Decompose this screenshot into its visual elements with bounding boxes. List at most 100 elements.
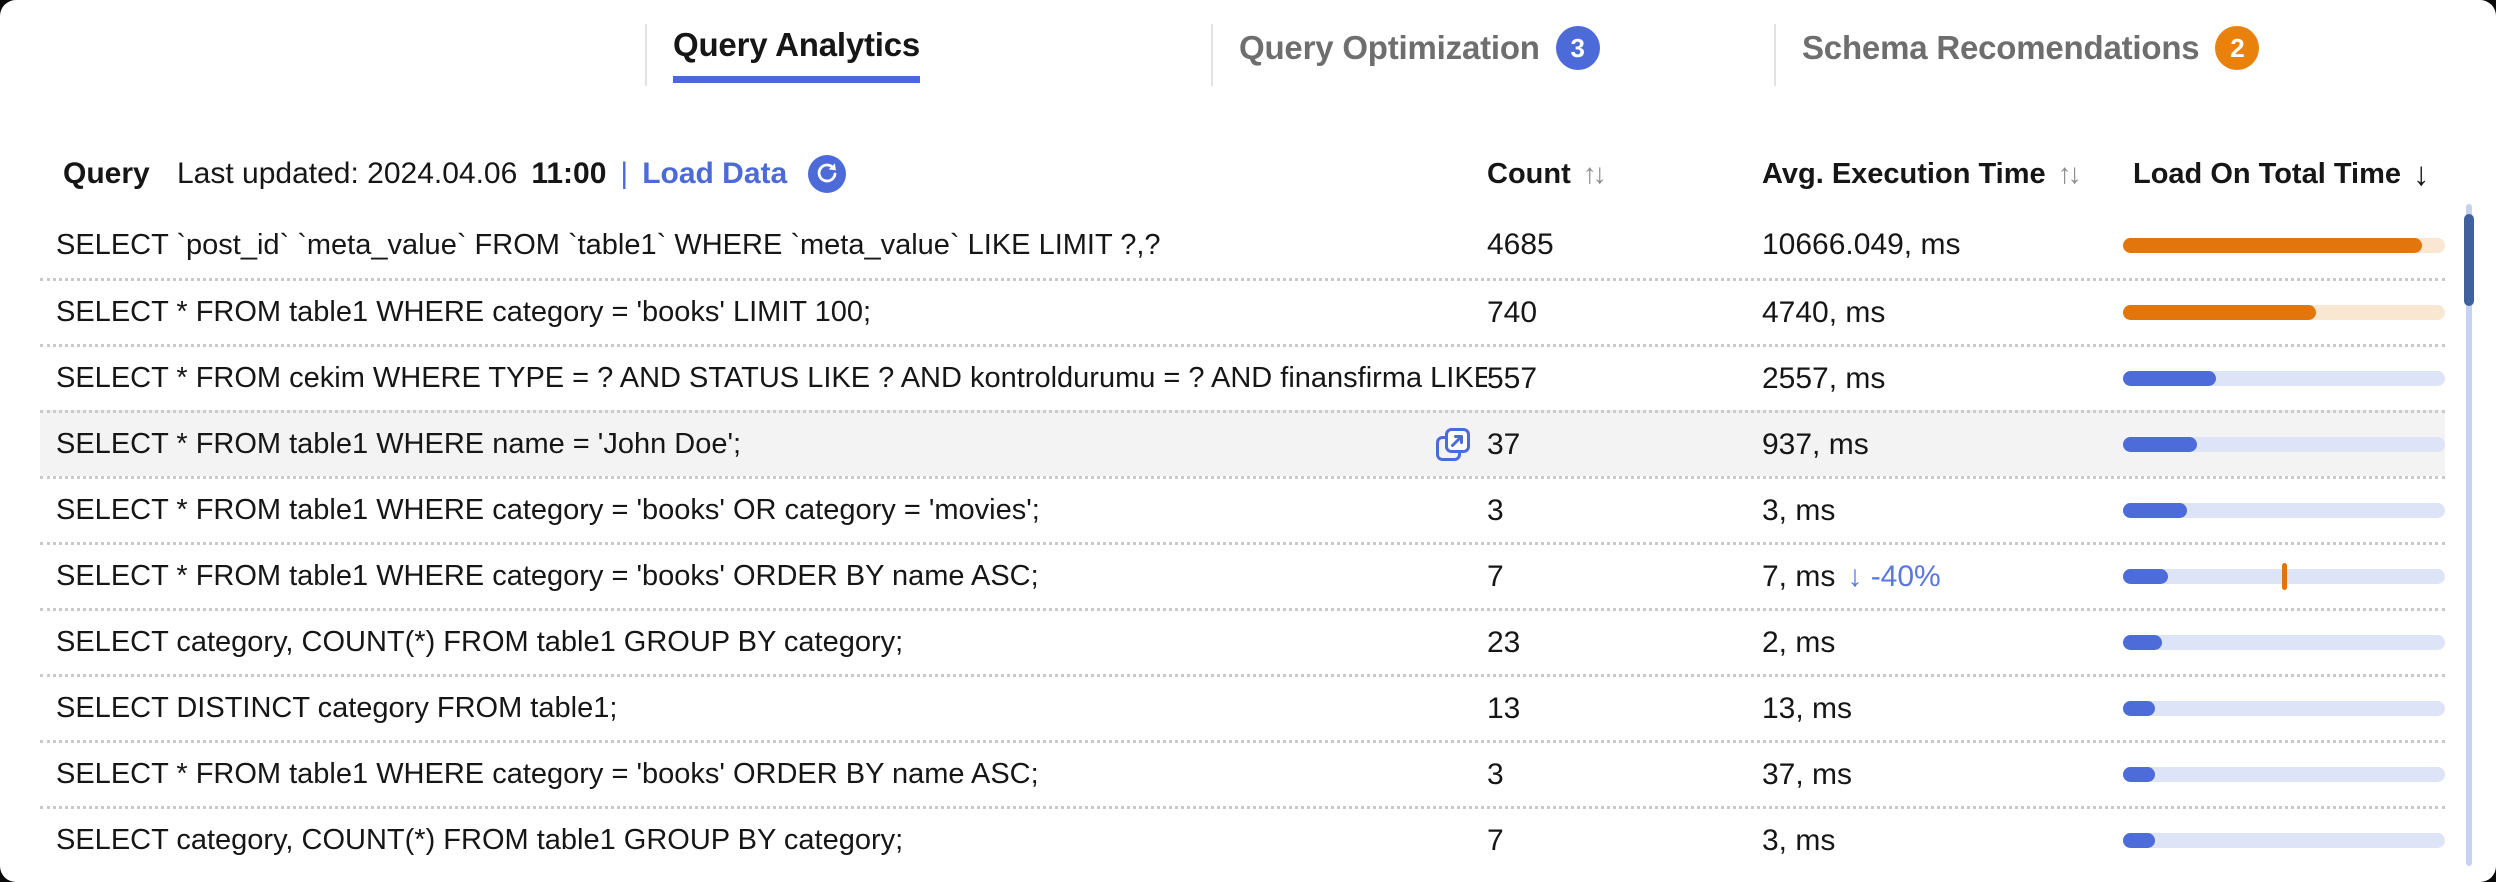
query-row[interactable]: SELECT * FROM table1 WHERE category = 'b… xyxy=(40,542,2445,608)
query-cell: SELECT `post_id` `meta_value` FROM `tabl… xyxy=(40,229,1487,262)
query-cell: SELECT category, COUNT(*) FROM table1 GR… xyxy=(40,626,1487,659)
query-cell: SELECT * FROM cekim WHERE TYPE = ? AND S… xyxy=(40,362,1487,395)
tab-query-optimization[interactable]: Query Optimization 3 xyxy=(1211,24,1774,86)
sort-desc-icon: ↓ xyxy=(2413,155,2430,192)
query-text: SELECT * FROM cekim WHERE TYPE = ? AND S… xyxy=(56,362,1487,394)
load-bar-cell xyxy=(2123,767,2445,782)
query-row[interactable]: SELECT * FROM table1 WHERE category = 'b… xyxy=(40,278,2445,344)
tab-label: Query Analytics xyxy=(673,26,921,63)
query-cell: SELECT * FROM table1 WHERE category = 'b… xyxy=(40,296,1487,329)
column-header-count[interactable]: Count ↑↓ xyxy=(1487,152,1607,196)
query-text: SELECT category, COUNT(*) FROM table1 GR… xyxy=(56,824,904,856)
load-bar-fill xyxy=(2123,833,2156,848)
separator-pipe: | xyxy=(620,157,629,190)
load-bar-track xyxy=(2123,503,2445,518)
query-text: SELECT `post_id` `meta_value` FROM `tabl… xyxy=(56,228,1161,261)
count-value: 4685 xyxy=(1487,228,1554,261)
last-updated-meta: Last updated: 2024.04.06 11:00 | Load Da… xyxy=(177,152,847,196)
query-text: SELECT * FROM table1 WHERE category = 'b… xyxy=(56,560,1039,592)
load-bar-track xyxy=(2123,305,2445,320)
load-bar-fill xyxy=(2123,635,2162,650)
column-header-avg-execution-time[interactable]: Avg. Execution Time ↑↓ xyxy=(1762,152,2082,196)
execution-time-value: 37, ms xyxy=(1762,757,1853,791)
load-bar-fill xyxy=(2123,371,2217,386)
time-delta: ↓ -40% xyxy=(1847,559,1941,593)
query-cell: SELECT DISTINCT category FROM table1; xyxy=(40,692,1487,725)
query-cell: SELECT category, COUNT(*) FROM table1 GR… xyxy=(40,824,1487,857)
query-row[interactable]: SELECT category, COUNT(*) FROM table1 GR… xyxy=(40,806,2445,872)
query-row[interactable]: SELECT DISTINCT category FROM table1; 13… xyxy=(40,674,2445,740)
count-value: 23 xyxy=(1487,625,1521,659)
open-in-new-icon[interactable] xyxy=(1433,428,1473,461)
load-bar-fill xyxy=(2123,437,2198,452)
load-bar-fill xyxy=(2123,701,2156,716)
last-updated-time: 11:00 xyxy=(531,157,607,190)
load-bar-fill xyxy=(2123,503,2188,518)
tab-label: Schema Recomendations xyxy=(1802,29,2200,66)
load-data-link[interactable]: Load Data xyxy=(642,157,788,190)
query-text: SELECT * FROM table1 WHERE name = 'John … xyxy=(56,428,742,460)
load-bar-cell xyxy=(2123,635,2445,650)
load-bar-cell xyxy=(2123,503,2445,518)
query-row[interactable]: SELECT * FROM cekim WHERE TYPE = ? AND S… xyxy=(40,344,2445,410)
query-text: SELECT DISTINCT category FROM table1; xyxy=(56,692,618,724)
load-bar-track xyxy=(2123,701,2445,716)
count-value: 3 xyxy=(1487,493,1504,527)
load-bar-track xyxy=(2123,833,2445,848)
query-text: SELECT category, COUNT(*) FROM table1 GR… xyxy=(56,626,904,658)
load-bar-cell xyxy=(2123,305,2445,320)
query-row[interactable]: SELECT * FROM table1 WHERE category = 'b… xyxy=(40,740,2445,806)
execution-time-value: 2557, ms xyxy=(1762,361,1886,395)
query-cell: SELECT * FROM table1 WHERE name = 'John … xyxy=(40,428,1487,461)
load-bar-cell xyxy=(2123,563,2445,590)
scrollbar-track[interactable] xyxy=(2466,204,2472,866)
count-value: 557 xyxy=(1487,361,1538,395)
query-row[interactable]: SELECT * FROM table1 WHERE category = 'b… xyxy=(40,476,2445,542)
execution-time-value: 2, ms xyxy=(1762,625,1836,659)
query-cell: SELECT * FROM table1 WHERE category = 'b… xyxy=(40,758,1487,791)
load-bar-fill xyxy=(2123,237,2423,253)
query-column-title: Query xyxy=(63,157,150,190)
load-bar-cell xyxy=(2123,437,2445,452)
column-header-load-on-total-time[interactable]: Load On Total Time ↓ xyxy=(2133,152,2430,196)
sort-unsorted-icon: ↑↓ xyxy=(1582,158,1607,189)
execution-time-value: 3, ms xyxy=(1762,823,1836,857)
query-row[interactable]: SELECT `post_id` `meta_value` FROM `tabl… xyxy=(40,212,2445,278)
load-bar-track xyxy=(2123,371,2445,386)
tab-schema-recomendations[interactable]: Schema Recomendations 2 xyxy=(1774,24,2414,86)
query-cell: SELECT * FROM table1 WHERE category = 'b… xyxy=(40,560,1487,593)
load-bar-fill xyxy=(2123,767,2156,782)
refresh-icon[interactable] xyxy=(807,154,847,194)
query-text: SELECT * FROM table1 WHERE category = 'b… xyxy=(56,494,1040,526)
count-value: 7 xyxy=(1487,559,1504,593)
load-bar-cell xyxy=(2123,237,2445,253)
tab-query-analytics[interactable]: Query Analytics xyxy=(645,24,1211,86)
column-header-label: Load On Total Time xyxy=(2133,158,2401,190)
tab-bar: Query Analytics Query Optimization 3 Sch… xyxy=(645,24,2414,86)
column-header-label: Avg. Execution Time xyxy=(1762,158,2046,190)
load-bar-cell xyxy=(2123,371,2445,386)
load-bar-cell xyxy=(2123,701,2445,716)
execution-time-value: 4740, ms xyxy=(1762,295,1886,329)
execution-time-value: 937, ms xyxy=(1762,427,1869,461)
query-row[interactable]: SELECT * FROM table1 WHERE name = 'John … xyxy=(40,410,2445,476)
load-bar-track xyxy=(2123,635,2445,650)
scrollbar-thumb[interactable] xyxy=(2464,214,2474,306)
execution-time-value: 13, ms xyxy=(1762,691,1853,725)
tab-count-badge: 2 xyxy=(2215,26,2260,70)
query-text: SELECT * FROM table1 WHERE category = 'b… xyxy=(56,296,872,328)
last-updated-text: Last updated: 2024.04.06 xyxy=(177,157,518,190)
count-value: 3 xyxy=(1487,757,1504,791)
query-row[interactable]: SELECT category, COUNT(*) FROM table1 GR… xyxy=(40,608,2445,674)
query-text: SELECT * FROM table1 WHERE category = 'b… xyxy=(56,758,1039,790)
count-value: 37 xyxy=(1487,427,1521,461)
table-header: Query Last updated: 2024.04.06 11:00 | L… xyxy=(0,152,2496,202)
load-bar-track xyxy=(2123,563,2445,590)
count-value: 740 xyxy=(1487,295,1538,329)
query-table-body: SELECT `post_id` `meta_value` FROM `tabl… xyxy=(40,212,2445,872)
load-bar-tick-marker xyxy=(2282,563,2287,590)
count-value: 7 xyxy=(1487,823,1504,857)
column-header-label: Count xyxy=(1487,158,1571,190)
load-bar-track xyxy=(2123,437,2445,452)
